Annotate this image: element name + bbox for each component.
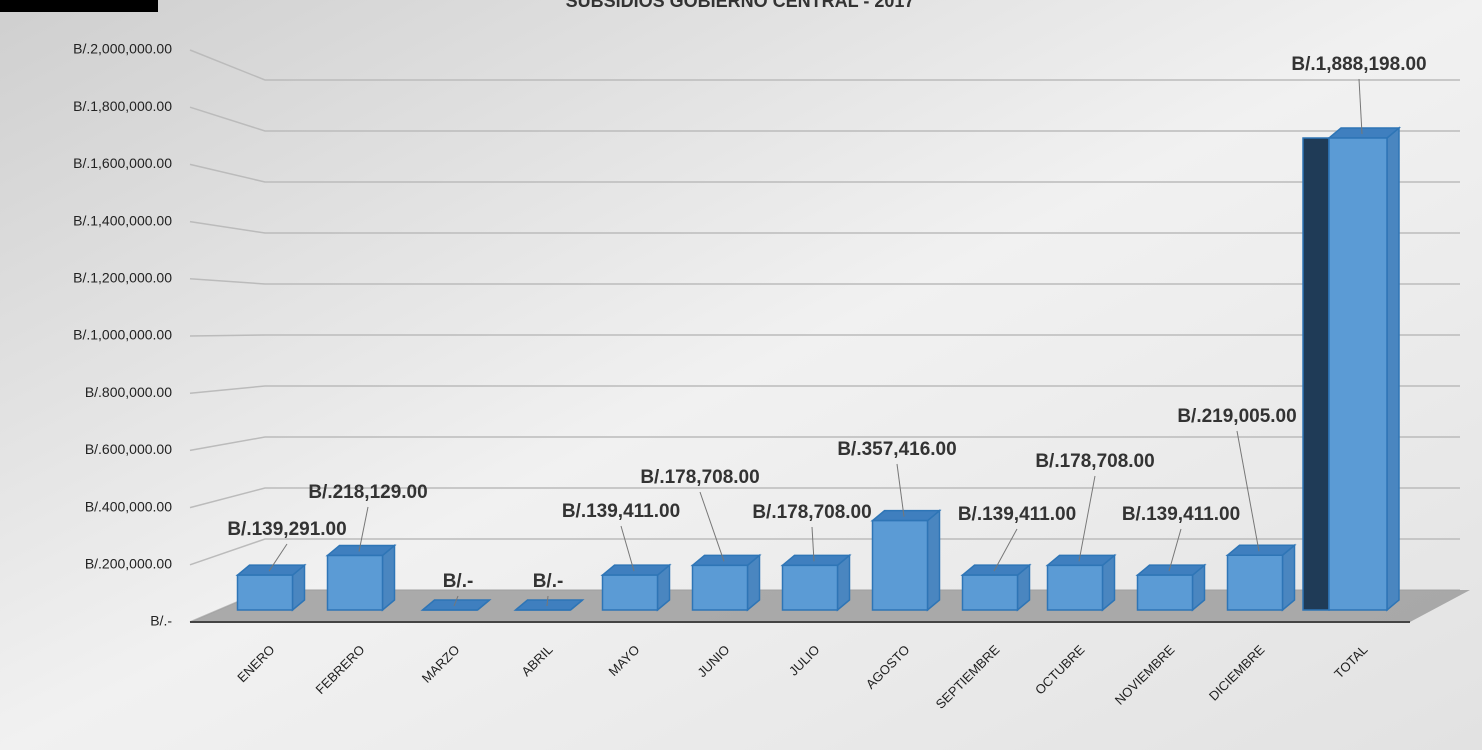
bar-face xyxy=(1138,565,1205,575)
bar-face xyxy=(1048,555,1115,565)
bar-face xyxy=(603,565,670,575)
bar-face xyxy=(1228,545,1295,555)
bar xyxy=(1303,128,1399,610)
bar-face xyxy=(383,545,395,610)
bar-face xyxy=(1387,128,1399,610)
bar-face xyxy=(1329,128,1399,138)
value-label: B/.219,005.00 xyxy=(1177,406,1296,427)
y-tick-label: B/.2,000,000.00 xyxy=(73,41,172,57)
value-label: B/.139,291.00 xyxy=(227,519,346,540)
value-label: B/.139,411.00 xyxy=(562,501,680,522)
corner-box xyxy=(0,0,158,12)
bar-face xyxy=(928,511,940,610)
bar xyxy=(693,555,760,610)
bar xyxy=(1048,555,1115,610)
chart-title: SUBSIDIOS GOBIERNO CENTRAL - 2017 xyxy=(566,0,915,11)
bar xyxy=(238,565,305,610)
y-tick-label: B/.200,000.00 xyxy=(85,556,172,572)
background xyxy=(0,0,1482,750)
value-label: B/.1,888,198.00 xyxy=(1291,54,1426,75)
chart: SUBSIDIOS GOBIERNO CENTRAL - 2017 B/.- B/… xyxy=(0,0,1482,750)
bar-face xyxy=(238,565,305,575)
bar-face xyxy=(516,600,583,610)
y-tick-label: B/.600,000.00 xyxy=(85,441,172,457)
value-label: B/.- xyxy=(443,571,474,592)
value-label: B/.- xyxy=(533,571,564,592)
value-label: B/.357,416.00 xyxy=(837,439,956,460)
bar-face xyxy=(1303,138,1329,610)
bar xyxy=(603,565,670,610)
bar xyxy=(328,545,395,610)
value-label: B/.139,411.00 xyxy=(1122,504,1240,525)
bar-face xyxy=(1138,575,1193,610)
value-label: B/.139,411.00 xyxy=(958,504,1076,525)
value-label: B/.218,129.00 xyxy=(308,482,427,503)
bar-face xyxy=(328,545,395,555)
bar-face xyxy=(783,565,838,610)
bar xyxy=(873,511,940,610)
bar-face xyxy=(603,575,658,610)
y-tick-label: B/.1,800,000.00 xyxy=(73,98,172,114)
y-tick-label: B/.400,000.00 xyxy=(85,498,172,514)
bar-face xyxy=(328,555,383,610)
bar-face xyxy=(1283,545,1295,610)
bar xyxy=(1138,565,1205,610)
bar-face xyxy=(783,555,850,565)
bar xyxy=(1228,545,1295,610)
bar-face xyxy=(238,575,293,610)
bar-face xyxy=(693,565,748,610)
bar xyxy=(963,565,1030,610)
value-label: B/.178,708.00 xyxy=(1035,451,1154,472)
bar xyxy=(783,555,850,610)
bar-face xyxy=(963,575,1018,610)
bar-face xyxy=(873,521,928,610)
bar-face xyxy=(873,511,940,521)
y-tick-label: B/.1,400,000.00 xyxy=(73,212,172,228)
bar xyxy=(516,600,583,610)
bar-face xyxy=(1048,565,1103,610)
value-label: B/.178,708.00 xyxy=(640,467,759,488)
y-tick-label: B/.1,200,000.00 xyxy=(73,270,172,286)
bar-face xyxy=(1228,555,1283,610)
bar-face xyxy=(1329,138,1387,610)
y-tick-label: B/.- xyxy=(150,613,172,629)
y-tick-label: B/.800,000.00 xyxy=(85,384,172,400)
bar-face xyxy=(693,555,760,565)
value-label: B/.178,708.00 xyxy=(752,502,871,523)
y-tick-label: B/.1,000,000.00 xyxy=(73,327,172,343)
y-tick-label: B/.1,600,000.00 xyxy=(73,155,172,171)
